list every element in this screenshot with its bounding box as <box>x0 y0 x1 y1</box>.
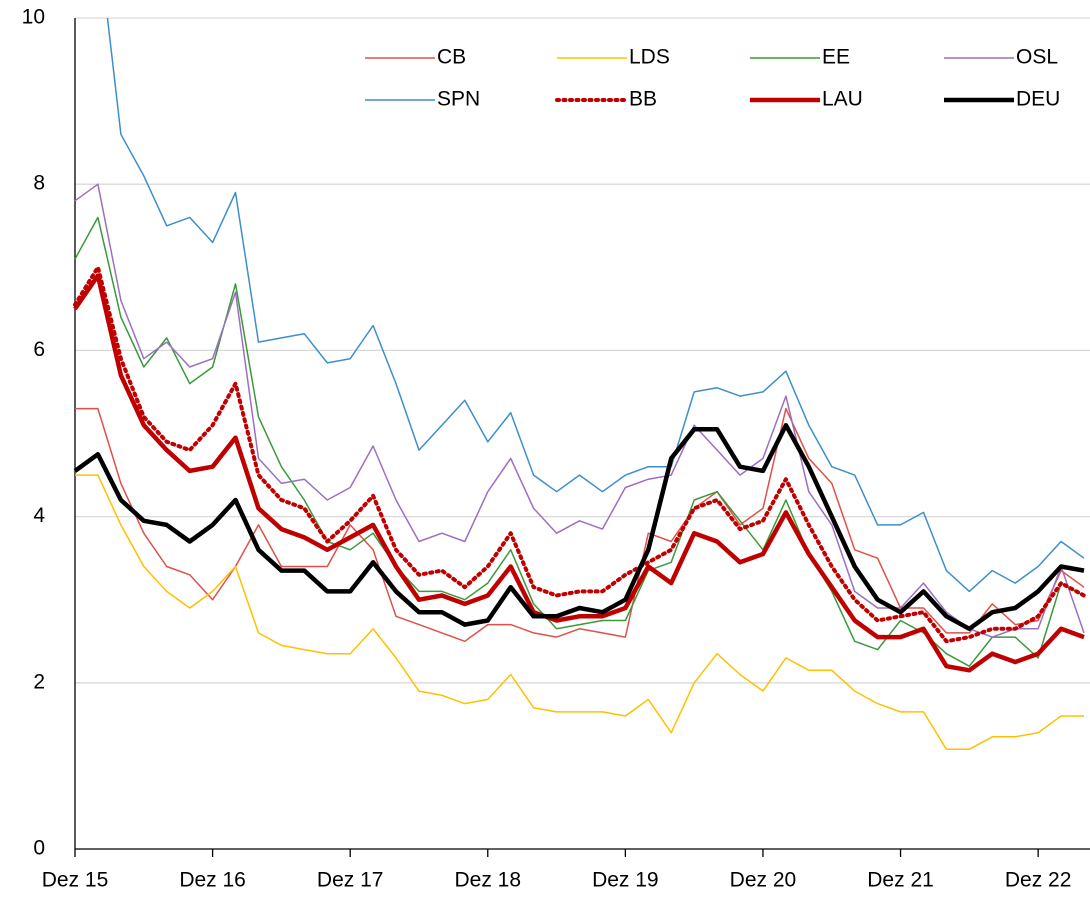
x-tick-label: Dez 17 <box>317 869 384 892</box>
series-line <box>75 407 1085 643</box>
y-tick-label: 2 <box>33 670 45 693</box>
legend-label: SPN <box>437 88 480 111</box>
x-tick-label: Dez 19 <box>592 869 659 892</box>
series-line <box>73 265 1086 644</box>
y-tick-label: 10 <box>22 6 45 29</box>
series-line <box>73 422 1085 632</box>
legend-label: OSL <box>1016 46 1058 69</box>
x-tick-label: Dez 18 <box>454 869 521 892</box>
x-tick-label: Dez 21 <box>867 869 934 892</box>
x-tick-label: Dez 16 <box>179 869 246 892</box>
plot-area <box>73 18 1086 751</box>
y-tick-label: 6 <box>33 338 45 361</box>
legend-label: BB <box>629 88 657 111</box>
legend-label: DEU <box>1016 88 1060 111</box>
y-tick-label: 0 <box>33 837 45 860</box>
x-tick-label: Dez 22 <box>1005 869 1072 892</box>
legend-label: LDS <box>629 46 670 69</box>
series-line <box>106 18 1085 593</box>
legend-label: LAU <box>822 88 863 111</box>
x-tick-label: Dez 15 <box>42 869 109 892</box>
x-tick-label: Dez 20 <box>730 869 797 892</box>
series-line <box>74 216 1085 667</box>
y-tick-label: 8 <box>33 172 45 195</box>
series-line <box>74 183 1085 638</box>
legend-label: EE <box>822 46 850 69</box>
series-line <box>75 474 1084 751</box>
y-tick-label: 4 <box>33 504 45 527</box>
legend-label: CB <box>437 46 466 69</box>
series-line <box>73 273 1085 673</box>
